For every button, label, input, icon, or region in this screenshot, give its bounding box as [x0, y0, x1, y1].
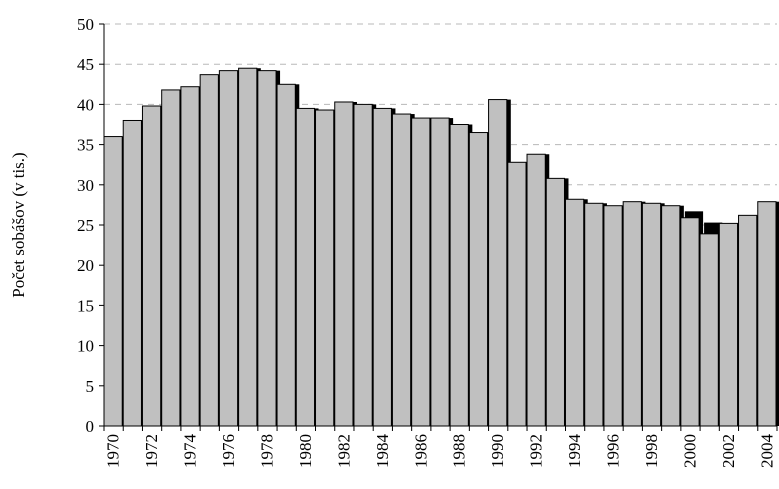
y-tick-label-35: 35 [77, 136, 94, 155]
bar-1972 [141, 105, 162, 427]
x-tick-label-1970: 1970 [104, 434, 123, 468]
bar-1997 [622, 201, 642, 427]
x-tick-label-1982: 1982 [334, 434, 353, 468]
bar-2004 [757, 201, 777, 427]
x-tick-label-2002: 2002 [719, 434, 738, 468]
y-tick-label-20: 20 [77, 256, 94, 275]
bar-1991 [507, 161, 527, 427]
x-tick-label-1988: 1988 [450, 434, 469, 468]
y-tick-label-40: 40 [77, 95, 94, 114]
x-tick-label-2004: 2004 [757, 434, 776, 469]
bar-1981 [315, 109, 335, 427]
x-tick-label-1992: 1992 [527, 434, 546, 468]
bar-1980 [295, 107, 316, 427]
x-tick-label-1990: 1990 [488, 434, 507, 468]
y-tick-label-25: 25 [77, 216, 94, 235]
bar-1996 [603, 205, 623, 427]
bar-1998 [641, 202, 662, 427]
y-tick-label-0: 0 [86, 417, 95, 436]
bar-1982 [334, 101, 354, 427]
x-tick-label-2000: 2000 [680, 434, 699, 468]
x-tick-label-1974: 1974 [181, 434, 200, 469]
x-tick-labels: 1970 1972 1974 1976 1978 1980 1982 1984 1986 1988… [104, 434, 777, 469]
bar-1973 [161, 89, 181, 427]
x-tick-label-1996: 1996 [604, 434, 623, 468]
bar-1979 [276, 83, 296, 427]
bar-1993 [545, 177, 565, 427]
bar-1994 [564, 198, 585, 427]
bar-1984 [372, 107, 392, 427]
bar-1989 [468, 132, 489, 427]
x-tick-label-1994: 1994 [565, 434, 584, 469]
y-tick-label-30: 30 [77, 176, 94, 195]
bar-1978 [257, 70, 277, 427]
bar-1985 [391, 113, 412, 427]
y-tick-label-10: 10 [77, 337, 94, 356]
bar-1999 [661, 205, 681, 427]
y-tick-label-15: 15 [77, 296, 94, 315]
y-tick-label-5: 5 [86, 377, 95, 396]
bar-1971 [122, 119, 142, 427]
bar-1987 [430, 117, 450, 427]
x-tick-label-1998: 1998 [642, 434, 661, 468]
bars [103, 67, 779, 427]
x-tick-label-1972: 1972 [142, 434, 161, 468]
y-tick-label-50: 50 [77, 15, 94, 34]
x-tick-label-1984: 1984 [373, 434, 392, 469]
bar-2000 [680, 217, 700, 427]
y-tick-label-45: 45 [77, 55, 94, 74]
x-tick-label-1980: 1980 [296, 434, 315, 468]
bar-2003 [738, 214, 758, 427]
x-tick-label-1986: 1986 [411, 434, 430, 468]
bar-1970 [103, 136, 123, 427]
x-tick-label-1978: 1978 [257, 434, 276, 468]
bar-2001 [699, 233, 719, 427]
bar-1992 [526, 153, 546, 427]
bar-1977 [238, 67, 258, 427]
bar-1990 [488, 99, 508, 427]
bar-1975 [199, 74, 219, 427]
bar-2002 [718, 222, 739, 427]
x-tick-label-1976: 1976 [219, 434, 238, 468]
bar-1988 [449, 124, 469, 427]
axes [99, 23, 778, 431]
bar-1986 [411, 117, 431, 427]
bar-1976 [218, 70, 239, 427]
y-axis-title: Počet sobášov (v tis.) [9, 152, 28, 297]
bar-1995 [584, 202, 604, 427]
bar-1983 [353, 103, 373, 427]
bar-1974 [180, 86, 200, 427]
y-tick-labels: 0 5 10 15 20 25 30 35 40 45 50 [77, 15, 94, 436]
